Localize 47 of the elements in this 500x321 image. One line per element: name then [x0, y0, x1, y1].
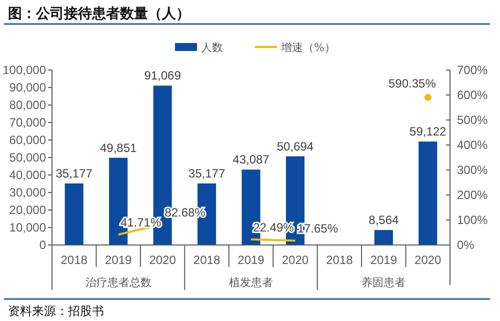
- legend-label: 增速（%）: [280, 40, 336, 54]
- y-tick-label: 80,000: [9, 98, 46, 112]
- y2-tick-label: 0%: [457, 238, 475, 252]
- bar: [374, 230, 393, 245]
- data-label: 50,694: [276, 139, 314, 154]
- x-tick-label: 2019: [370, 253, 398, 267]
- y-tick-label: 100,000: [2, 63, 46, 78]
- legend-label: 人数: [201, 40, 223, 54]
- text: 资料来源：招股书: [8, 304, 104, 318]
- x-tick-label: 2018: [326, 253, 354, 267]
- x-tick-label: 2020: [414, 253, 442, 267]
- text: 植发患者: [229, 276, 273, 289]
- data-label: 43,087: [232, 152, 270, 167]
- data-label: 35,177: [56, 166, 93, 180]
- data-label: 35,177: [188, 166, 226, 180]
- data-label: 91,069: [144, 68, 182, 83]
- y-tick-label: 60,000: [9, 133, 46, 148]
- bar: [418, 142, 438, 245]
- y-tick-label: 10,000: [9, 220, 46, 235]
- data-label: 49,851: [100, 140, 138, 155]
- data-label: 59,122: [410, 124, 447, 139]
- y-tick-label: 70,000: [9, 116, 46, 130]
- chart-title: 图：公司接待患者数量（人）: [8, 5, 190, 22]
- x-tick-label: 2020: [282, 253, 309, 267]
- y-tick-label: 50,000: [9, 150, 46, 165]
- y2-tick-label: 100%: [457, 213, 488, 228]
- y2-tick-label: 600%: [457, 88, 488, 102]
- y2-tick-label: 300%: [457, 163, 488, 178]
- y-tick-label: 40,000: [9, 168, 46, 182]
- y-tick-label: 0: [39, 238, 46, 252]
- text: 治疗患者总数: [85, 276, 152, 289]
- y2-tick-label: 400%: [457, 138, 488, 152]
- y-tick-label: 30,000: [9, 186, 46, 200]
- y2-tick-label: 700%: [457, 63, 488, 78]
- x-tick-label: 2019: [104, 253, 132, 267]
- x-tick-label: 2020: [149, 253, 176, 267]
- y2-tick-label: 500%: [457, 113, 488, 128]
- x-tick-label: 2019: [238, 253, 265, 267]
- x-tick-label: 2018: [60, 253, 88, 267]
- data-label: 590.35%: [388, 76, 436, 90]
- bar: [64, 183, 84, 245]
- x-tick-label: 2018: [193, 253, 220, 267]
- y2-tick-label: 200%: [457, 188, 488, 202]
- y-tick-label: 20,000: [9, 203, 46, 218]
- text: 养固患者: [362, 276, 406, 289]
- data-label: 8,564: [368, 213, 400, 228]
- y-tick-label: 90,000: [9, 80, 46, 95]
